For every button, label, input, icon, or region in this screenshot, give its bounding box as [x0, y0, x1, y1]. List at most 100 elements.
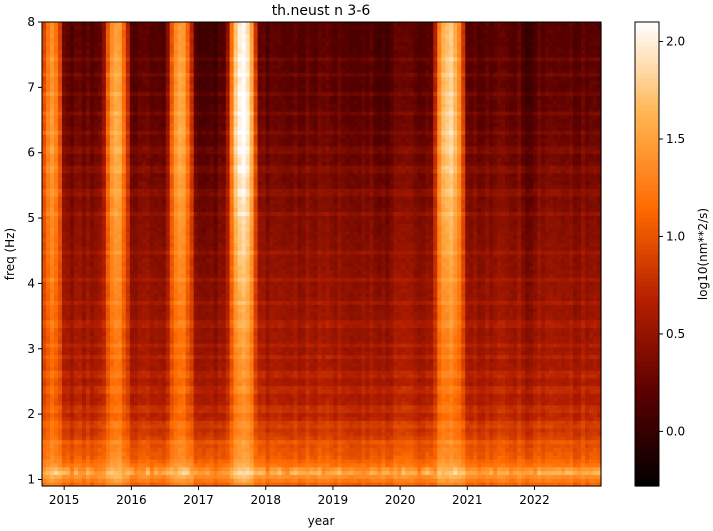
heatmap-cell: [94, 308, 99, 312]
heatmap-cell: [98, 204, 103, 208]
heatmap-cell: [98, 119, 103, 123]
heatmap-cell: [54, 300, 59, 304]
heatmap-cell: [70, 455, 75, 459]
heatmap-cell: [70, 34, 75, 38]
heatmap-cell: [94, 447, 99, 451]
heatmap-cell: [66, 223, 71, 227]
heatmap-cell: [66, 258, 71, 262]
heatmap-cell: [102, 134, 107, 138]
heatmap-cell: [58, 440, 63, 444]
heatmap-cell: [62, 478, 67, 482]
heatmap-cell: [50, 304, 55, 308]
heatmap-cell: [70, 68, 75, 72]
heatmap-cell: [46, 107, 51, 111]
heatmap-cell: [54, 61, 59, 65]
heatmap-cell: [86, 123, 91, 127]
heatmap-cell: [50, 99, 55, 103]
heatmap-cell: [78, 138, 83, 142]
heatmap-cell: [102, 355, 107, 359]
heatmap-cell: [94, 246, 99, 250]
heatmap-cell: [46, 327, 51, 331]
heatmap-cell: [62, 293, 67, 297]
heatmap-cell: [46, 393, 51, 397]
heatmap-cell: [86, 26, 91, 30]
heatmap-cell: [58, 157, 63, 161]
heatmap-cell: [106, 463, 111, 467]
heatmap-cell: [94, 424, 99, 428]
heatmap-cell: [102, 385, 107, 389]
heatmap-cell: [98, 76, 103, 80]
heatmap-cell: [102, 57, 107, 61]
heatmap-cell: [78, 181, 83, 185]
heatmap-cell: [106, 254, 111, 258]
heatmap-cell: [86, 65, 91, 69]
heatmap-cell: [94, 474, 99, 478]
heatmap-cell: [50, 347, 55, 351]
heatmap-cell: [82, 474, 87, 478]
heatmap-cell: [94, 80, 99, 84]
heatmap-cell: [54, 76, 59, 80]
heatmap-cell: [54, 362, 59, 366]
heatmap-cell: [42, 37, 47, 41]
heatmap-cell: [58, 285, 63, 289]
heatmap-cell: [70, 343, 75, 347]
heatmap-cell: [62, 242, 67, 246]
heatmap-cell: [54, 196, 59, 200]
heatmap-cell: [42, 177, 47, 181]
heatmap-cell: [66, 459, 71, 463]
heatmap-cell: [66, 308, 71, 312]
heatmap-cell: [86, 266, 91, 270]
heatmap-cell: [74, 436, 79, 440]
heatmap-cell: [90, 150, 95, 154]
heatmap-cell: [46, 320, 51, 324]
heatmap-cell: [74, 312, 79, 316]
heatmap-cell: [46, 335, 51, 339]
heatmap-cell: [50, 235, 55, 239]
heatmap-cell: [102, 320, 107, 324]
heatmap-cell: [86, 208, 91, 212]
heatmap-cell: [70, 45, 75, 49]
heatmap-cell: [94, 440, 99, 444]
heatmap-cell: [74, 192, 79, 196]
heatmap-cell: [46, 184, 51, 188]
heatmap-cell: [66, 61, 71, 65]
heatmap-cell: [98, 157, 103, 161]
heatmap-cell: [82, 153, 87, 157]
heatmap-cell: [74, 409, 79, 413]
heatmap-cell: [50, 188, 55, 192]
heatmap-cell: [90, 134, 95, 138]
heatmap-cell: [106, 258, 111, 262]
heatmap-cell: [82, 200, 87, 204]
heatmap-cell: [102, 103, 107, 107]
heatmap-cell: [46, 405, 51, 409]
heatmap-cell: [98, 30, 103, 34]
heatmap-cell: [98, 366, 103, 370]
heatmap-cell: [90, 266, 95, 270]
heatmap-cell: [106, 68, 111, 72]
heatmap-cell: [94, 370, 99, 374]
heatmap-cell: [50, 26, 55, 30]
heatmap-cell: [74, 246, 79, 250]
heatmap-cell: [46, 366, 51, 370]
heatmap-cell: [90, 370, 95, 374]
heatmap-cell: [50, 297, 55, 301]
heatmap-cell: [58, 196, 63, 200]
heatmap-cell: [58, 293, 63, 297]
heatmap-cell: [54, 297, 59, 301]
heatmap-cell: [86, 471, 91, 475]
heatmap-cell: [86, 134, 91, 138]
heatmap-cell: [42, 474, 47, 478]
heatmap-cell: [46, 142, 51, 146]
heatmap-cell: [74, 393, 79, 397]
heatmap-cell: [90, 320, 95, 324]
heatmap-cell: [42, 389, 47, 393]
heatmap-cell: [98, 84, 103, 88]
heatmap-cell: [62, 123, 67, 127]
heatmap-cell: [98, 269, 103, 273]
heatmap-cell: [90, 169, 95, 173]
heatmap-cell: [58, 277, 63, 281]
heatmap-cell: [62, 239, 67, 243]
heatmap-cell: [50, 389, 55, 393]
heatmap-cell: [78, 273, 83, 277]
